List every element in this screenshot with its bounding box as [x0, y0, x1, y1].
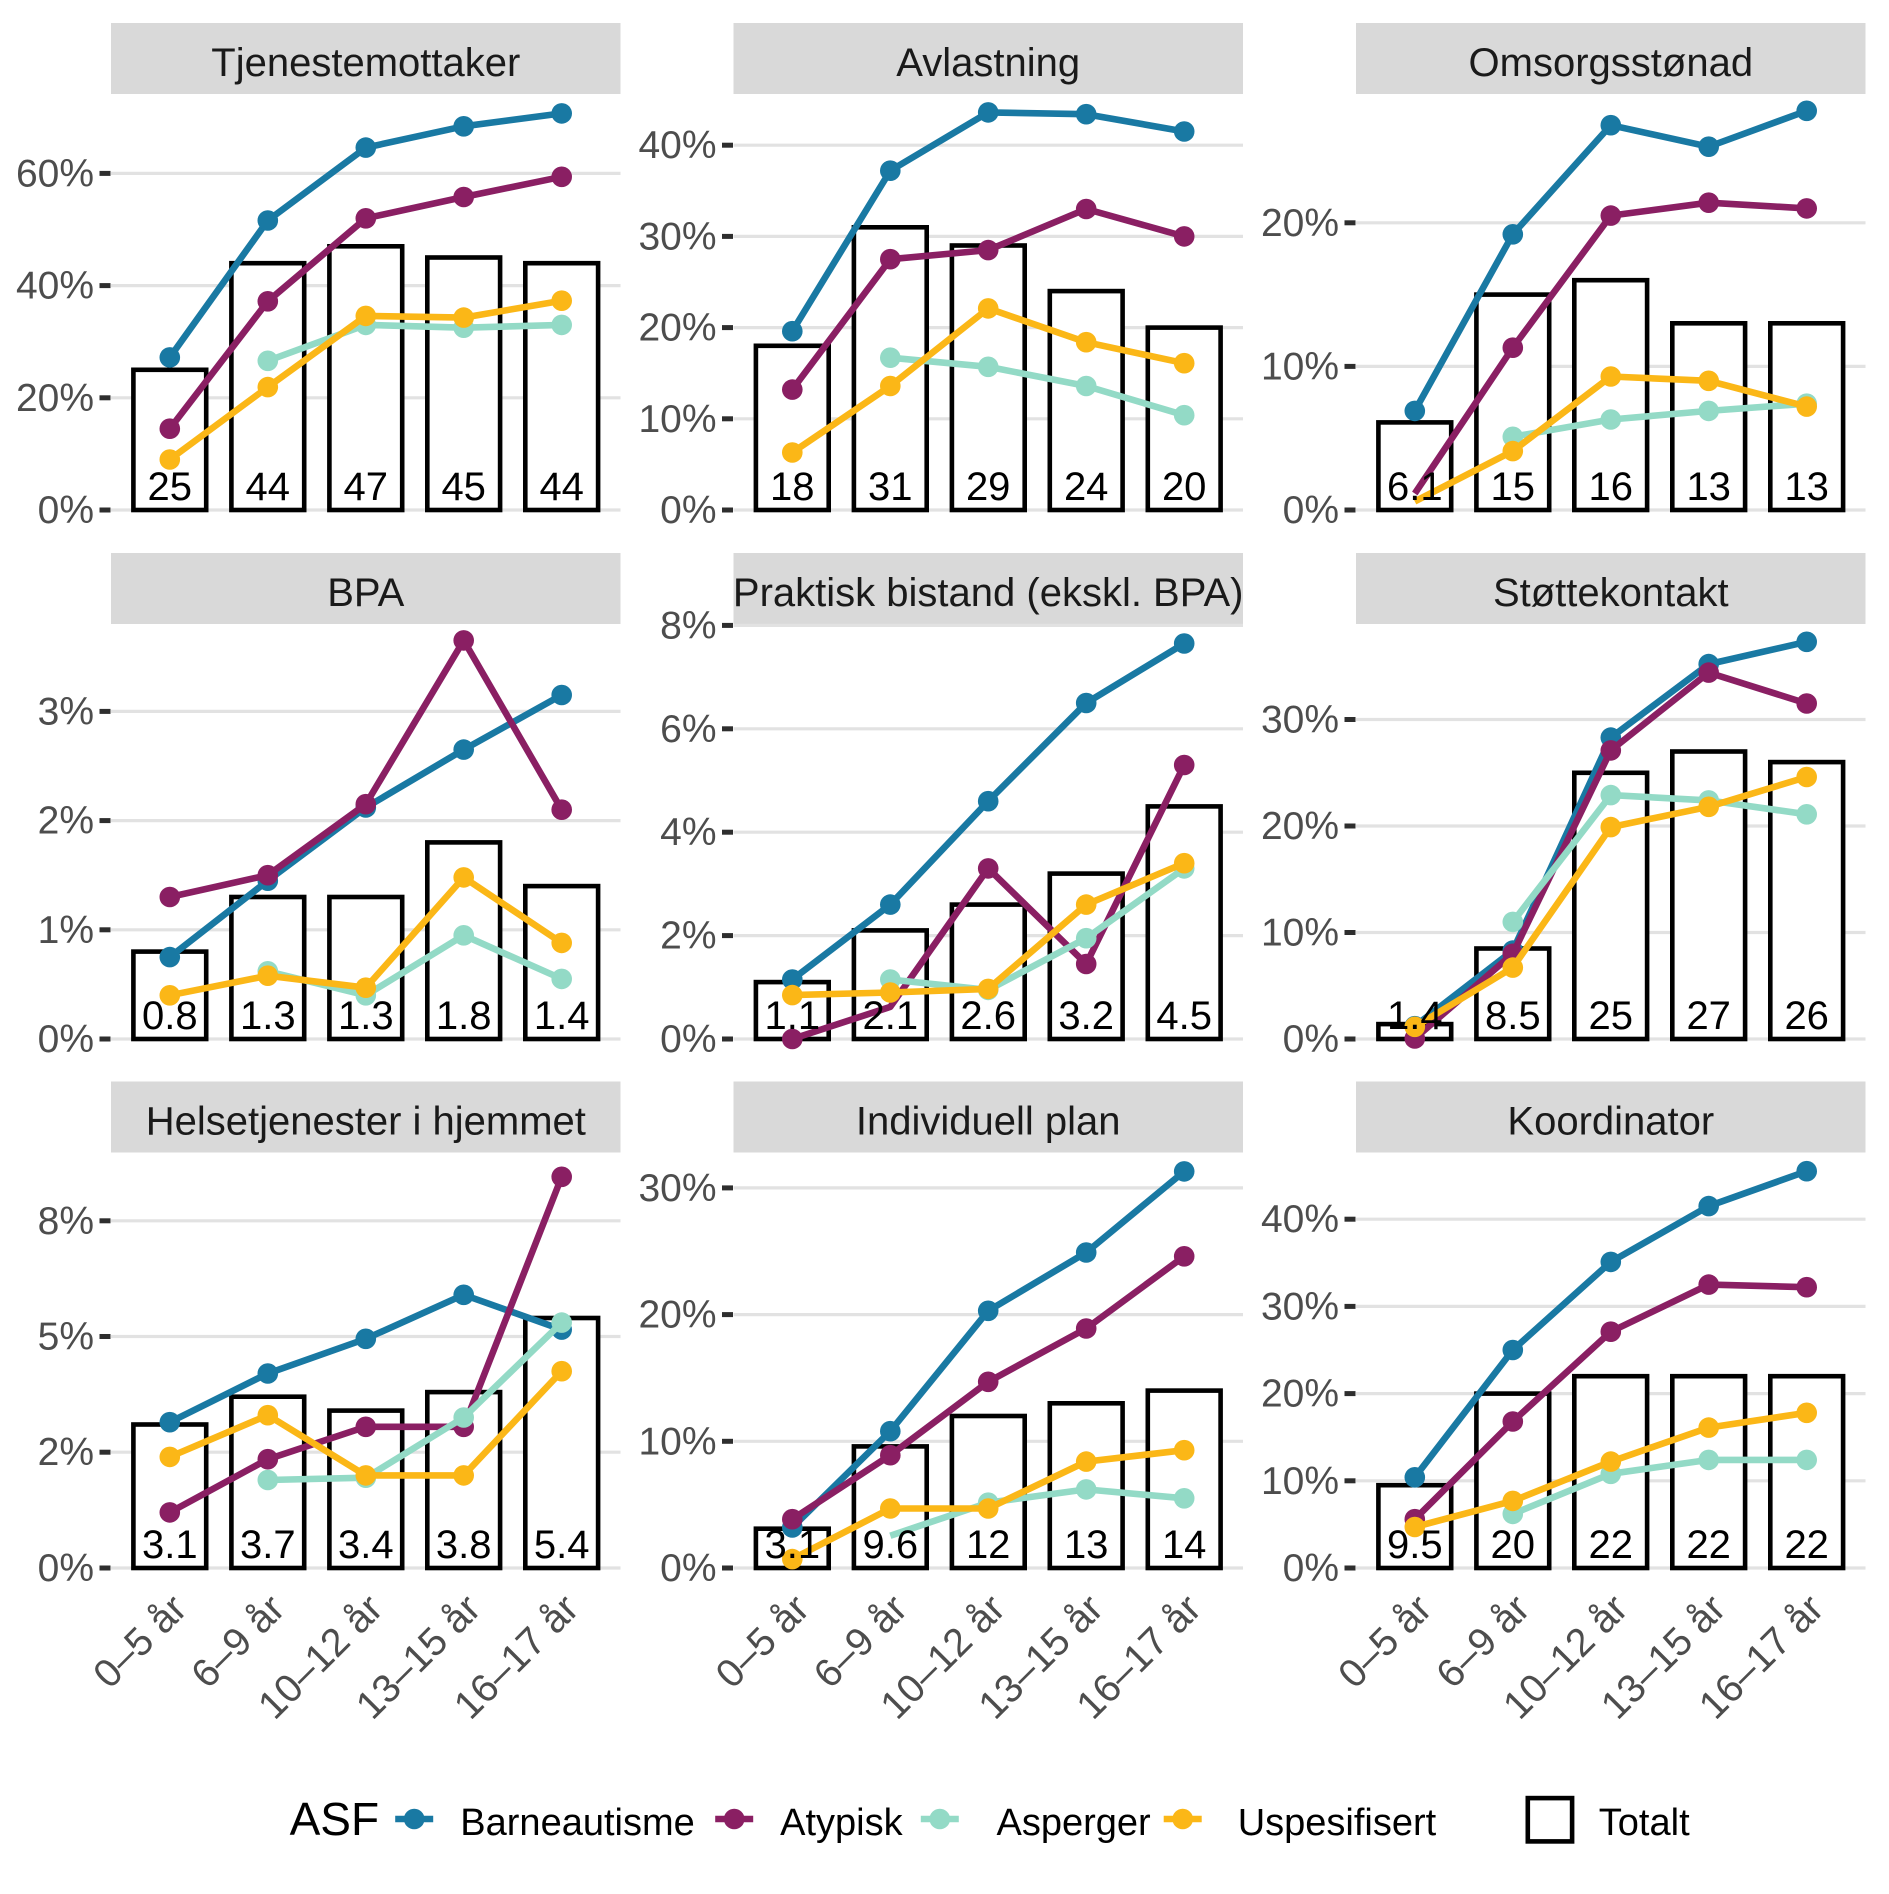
svg-text:BPA: BPA: [327, 571, 404, 615]
svg-text:30%: 30%: [1261, 699, 1339, 742]
svg-text:8.5: 8.5: [1485, 994, 1541, 1038]
svg-text:Atypisk: Atypisk: [780, 1802, 903, 1844]
svg-text:2%: 2%: [38, 800, 94, 843]
svg-text:20: 20: [1162, 465, 1207, 509]
svg-text:Asperger: Asperger: [997, 1802, 1152, 1844]
svg-text:29: 29: [966, 465, 1011, 509]
svg-text:44: 44: [539, 465, 584, 509]
svg-text:2%: 2%: [660, 915, 716, 958]
svg-text:9.5: 9.5: [1387, 1523, 1443, 1567]
svg-text:1.4: 1.4: [534, 994, 590, 1038]
svg-text:1.3: 1.3: [338, 994, 394, 1038]
svg-text:20%: 20%: [16, 377, 94, 420]
svg-text:5%: 5%: [38, 1316, 94, 1359]
svg-text:3.1: 3.1: [142, 1523, 198, 1567]
svg-text:0%: 0%: [660, 1018, 716, 1061]
svg-text:0%: 0%: [1283, 1547, 1339, 1590]
svg-text:10%: 10%: [638, 398, 716, 441]
svg-text:0%: 0%: [38, 1547, 94, 1590]
svg-text:1.1: 1.1: [764, 994, 820, 1038]
svg-text:1.3: 1.3: [240, 994, 296, 1038]
svg-text:20%: 20%: [1261, 805, 1339, 848]
svg-text:1.8: 1.8: [436, 994, 492, 1038]
svg-text:24: 24: [1064, 465, 1109, 509]
svg-text:20%: 20%: [638, 307, 716, 350]
svg-text:0%: 0%: [38, 1018, 94, 1061]
svg-text:14: 14: [1162, 1523, 1207, 1567]
svg-text:0%: 0%: [1283, 489, 1339, 532]
svg-text:18: 18: [770, 465, 815, 509]
svg-text:10%: 10%: [1261, 1460, 1339, 1503]
svg-text:0%: 0%: [38, 489, 94, 532]
svg-text:Barneautisme: Barneautisme: [460, 1802, 694, 1844]
svg-text:5.4: 5.4: [534, 1523, 590, 1567]
svg-text:60%: 60%: [16, 152, 94, 195]
svg-text:Totalt: Totalt: [1599, 1802, 1690, 1844]
svg-text:4%: 4%: [660, 811, 716, 854]
svg-text:22: 22: [1589, 1523, 1634, 1567]
svg-text:3.4: 3.4: [338, 1523, 394, 1567]
svg-text:Avlastning: Avlastning: [896, 41, 1080, 85]
svg-text:Tjenestemottaker: Tjenestemottaker: [211, 41, 520, 85]
svg-text:20: 20: [1491, 1523, 1536, 1567]
svg-text:13: 13: [1064, 1523, 1109, 1567]
svg-text:30%: 30%: [638, 215, 716, 258]
svg-text:40%: 40%: [638, 124, 716, 167]
svg-text:30%: 30%: [1261, 1285, 1339, 1328]
svg-text:Helsetjenester i hjemmet: Helsetjenester i hjemmet: [146, 1100, 586, 1144]
svg-text:Koordinator: Koordinator: [1507, 1100, 1714, 1144]
svg-text:31: 31: [868, 465, 913, 509]
svg-text:2.1: 2.1: [862, 994, 918, 1038]
svg-text:20%: 20%: [638, 1294, 716, 1337]
svg-text:Individuell plan: Individuell plan: [856, 1100, 1121, 1144]
svg-text:13: 13: [1784, 465, 1829, 509]
svg-text:6.1: 6.1: [1387, 465, 1443, 509]
svg-text:12: 12: [966, 1523, 1011, 1567]
svg-text:10%: 10%: [1261, 912, 1339, 955]
svg-text:16: 16: [1589, 465, 1634, 509]
svg-text:22: 22: [1686, 1523, 1731, 1567]
svg-text:0%: 0%: [1283, 1018, 1339, 1061]
svg-text:10%: 10%: [1261, 345, 1339, 388]
svg-text:13: 13: [1686, 465, 1731, 509]
svg-text:9.6: 9.6: [862, 1523, 918, 1567]
svg-text:10%: 10%: [638, 1420, 716, 1463]
svg-text:45: 45: [441, 465, 486, 509]
svg-text:26: 26: [1784, 994, 1829, 1038]
svg-text:ASF: ASF: [290, 1793, 379, 1845]
svg-text:15: 15: [1491, 465, 1536, 509]
svg-text:8%: 8%: [38, 1200, 94, 1243]
svg-text:47: 47: [344, 465, 389, 509]
svg-text:8%: 8%: [660, 604, 716, 647]
svg-text:4.5: 4.5: [1156, 994, 1212, 1038]
svg-text:Omsorgsstønad: Omsorgsstønad: [1469, 41, 1754, 85]
svg-text:3.7: 3.7: [240, 1523, 296, 1567]
svg-text:22: 22: [1784, 1523, 1829, 1567]
svg-text:25: 25: [1589, 994, 1634, 1038]
svg-text:20%: 20%: [1261, 1373, 1339, 1416]
svg-text:Praktisk bistand (ekskl. BPA): Praktisk bistand (ekskl. BPA): [733, 571, 1244, 615]
svg-text:40%: 40%: [16, 265, 94, 308]
svg-text:2.6: 2.6: [960, 994, 1016, 1038]
svg-text:Uspesifisert: Uspesifisert: [1238, 1802, 1437, 1844]
svg-text:2%: 2%: [38, 1431, 94, 1474]
svg-text:40%: 40%: [1261, 1198, 1339, 1241]
svg-text:1%: 1%: [38, 909, 94, 952]
svg-text:Støttekontakt: Støttekontakt: [1493, 571, 1729, 615]
svg-text:1.4: 1.4: [1387, 994, 1443, 1038]
svg-text:3.1: 3.1: [764, 1523, 820, 1567]
svg-text:3%: 3%: [38, 690, 94, 733]
svg-text:0%: 0%: [660, 489, 716, 532]
svg-text:3.2: 3.2: [1058, 994, 1114, 1038]
svg-text:0%: 0%: [660, 1547, 716, 1590]
svg-text:25: 25: [148, 465, 193, 509]
svg-text:30%: 30%: [638, 1167, 716, 1210]
svg-text:20%: 20%: [1261, 202, 1339, 245]
svg-text:3.8: 3.8: [436, 1523, 492, 1567]
svg-text:0.8: 0.8: [142, 994, 198, 1038]
svg-text:44: 44: [246, 465, 291, 509]
svg-text:6%: 6%: [660, 708, 716, 751]
svg-text:27: 27: [1686, 994, 1731, 1038]
